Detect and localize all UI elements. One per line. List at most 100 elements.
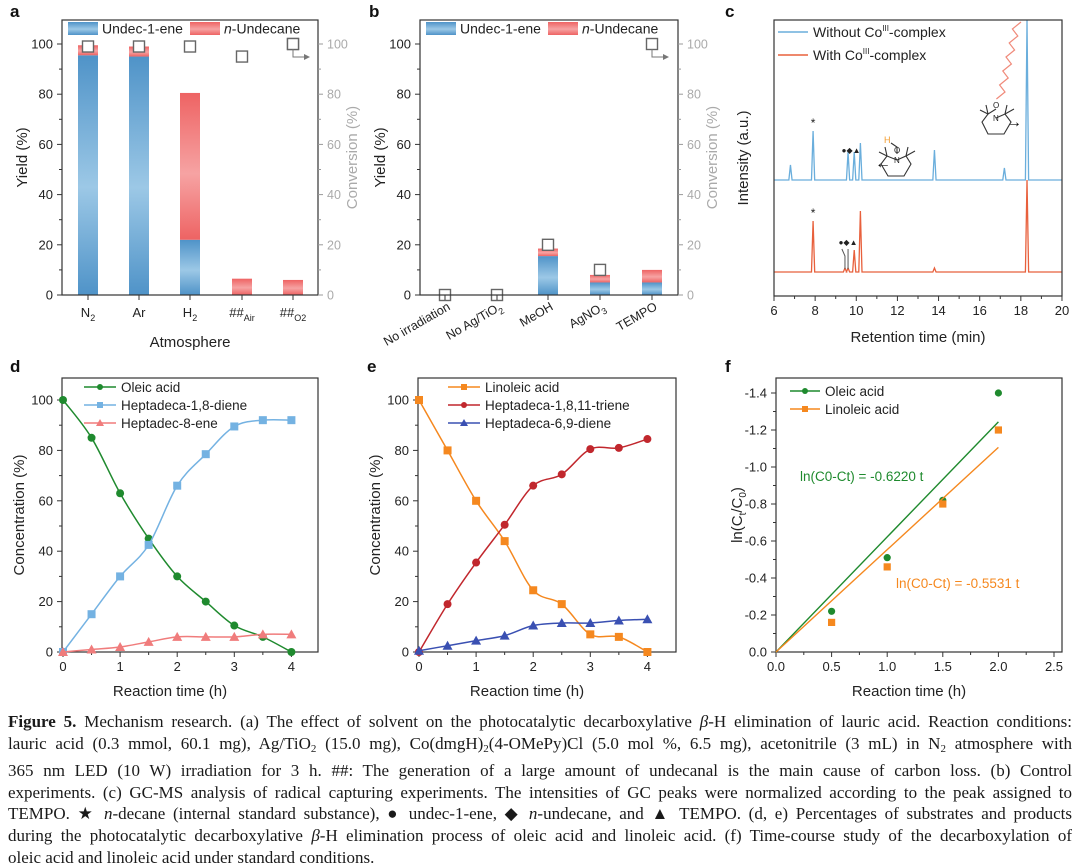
- caption-segment: 365 nm LED (10 W) irradiation for 3 h. #…: [8, 761, 1072, 781]
- text-part: Without Co: [813, 24, 882, 40]
- legend-label: Heptadeca-1,8-diene: [121, 398, 247, 413]
- bar-n-undecane: [232, 278, 252, 295]
- caption-segment: oleic acid and linoleic acid under stand…: [8, 847, 375, 867]
- data-point-triangle: [442, 640, 453, 650]
- x-tick-label: 20: [1055, 303, 1069, 318]
- data-point-square: [461, 384, 467, 390]
- y-axis-title: Conversion (%): [704, 106, 721, 209]
- x-tick-label: 10: [849, 303, 863, 318]
- y2-tick-label: 80: [687, 88, 701, 102]
- x-tick-label: 1.5: [934, 659, 952, 674]
- panel-label: a: [10, 2, 20, 21]
- caption-line: TEMPO. ★ n-decane (internal standard sub…: [8, 803, 1072, 825]
- plot-frame: [775, 377, 1063, 653]
- text-part: ln(C: [729, 515, 746, 543]
- text-part: Ar: [133, 305, 147, 320]
- x-axis-title: Reaction time (h): [470, 683, 584, 700]
- x-tick-label: 4: [288, 659, 295, 674]
- data-point-circle: [802, 388, 808, 394]
- data-point-triangle: [528, 620, 539, 630]
- data-point-square: [443, 446, 452, 455]
- panel-a-bar-chart: N2 Ar H2 ##Air ##O2020406080100020406080100U…: [14, 19, 361, 351]
- bar-n-undecane: [590, 274, 610, 283]
- star-marker-n-decane: *: [811, 116, 816, 130]
- data-point-square: [230, 422, 239, 431]
- legend-label: Heptadeca-6,9-diene: [485, 416, 611, 431]
- linear-fit-line: [775, 421, 999, 653]
- y-tick-label: 0: [404, 288, 411, 303]
- y2-tick-label: 40: [327, 188, 341, 202]
- caption-segment: -H elimination process of oleic acid and…: [319, 825, 1072, 845]
- y-tick-label: 0: [402, 645, 409, 660]
- data-point-triangle: [471, 635, 482, 645]
- panel-label: c: [725, 2, 734, 21]
- superscript: III: [863, 47, 870, 56]
- y-tick-label: 100: [31, 393, 53, 408]
- x-tick-label: 1: [116, 659, 123, 674]
- legend-label: n-Undecane: [224, 21, 301, 37]
- bar-undec-1-ene: [642, 282, 662, 295]
- y-tick-label: 20: [39, 594, 53, 609]
- data-point-square: [586, 630, 595, 639]
- y2-tick-label: 80: [327, 88, 341, 102]
- text-part: ##: [229, 305, 244, 320]
- caption-segment: during the photocatalytic decarboxylativ…: [8, 825, 312, 845]
- fit-curve: [62, 399, 292, 653]
- caption-segment: β: [311, 825, 320, 845]
- x-tick-label: 12: [890, 303, 904, 318]
- y-tick-label: 100: [387, 393, 409, 408]
- data-point-square: [415, 396, 423, 404]
- category-subscript: 3: [600, 306, 609, 317]
- caption-segment: Figure 5.: [8, 712, 77, 731]
- panel-c-gc-chart: 6 8 10 12 14 16 18 20 Intensity (a.u.) Retention …: [735, 19, 1069, 346]
- data-point-square: [87, 610, 96, 619]
- caption-segment: n: [528, 804, 538, 824]
- caption-segment: 2: [940, 742, 946, 755]
- data-point-triangle: [613, 615, 624, 625]
- y-tick-label: 40: [39, 187, 53, 202]
- atom-label-o: O: [894, 146, 900, 155]
- fit-equation: ln(C0-Ct) = -0.5531 t: [896, 576, 1020, 591]
- panel-label: f: [725, 357, 731, 376]
- data-point-circle: [59, 396, 67, 404]
- y-tick-label: 80: [397, 87, 411, 102]
- category-subscript: 2: [90, 313, 95, 323]
- y-tick-label: 20: [395, 594, 409, 609]
- data-point-triangle: [143, 636, 154, 646]
- x-axis-title: Retention time (min): [850, 329, 985, 346]
- data-point-circle: [586, 445, 595, 454]
- data-point-square: [500, 537, 509, 546]
- y2-tick-label: 20: [327, 238, 341, 252]
- legend-label: Heptadec-8-ene: [121, 416, 218, 431]
- peak-bracket: [841, 248, 849, 269]
- panel-label: d: [10, 357, 20, 376]
- data-point-circle: [116, 489, 125, 498]
- y-tick-label: 100: [31, 37, 53, 52]
- gc-trace-with-co-complex: [774, 179, 1062, 273]
- data-point-triangle: [229, 631, 240, 641]
- x-axis-title: Atmosphere: [150, 334, 231, 351]
- arrow-right-icon: [651, 49, 666, 58]
- x-tick-label: 14: [931, 303, 945, 318]
- atom-label-o: O: [993, 101, 999, 110]
- caption-segment: 2: [483, 742, 489, 755]
- text-part: MeOH: [517, 299, 555, 329]
- category-subscript: 2: [497, 306, 506, 317]
- conversion-marker: [132, 40, 146, 53]
- legend-label: Oleic acid: [121, 380, 180, 395]
- bar-n-undecane: [180, 92, 200, 240]
- x-tick-label: 2: [530, 659, 537, 674]
- data-point-square: [994, 426, 1002, 434]
- y2-tick-label: 100: [687, 38, 708, 52]
- y-axis-title: Conversion (%): [344, 106, 361, 209]
- alkyl-chain: [996, 21, 1022, 100]
- caption-segment: (15.0 mg), Co(dmgH): [316, 733, 484, 753]
- figure-5-panels: aN2 Ar H2 ##Air ##O2020406080100020406080100…: [10, 2, 1069, 700]
- y-axis-title: Concentration (%): [367, 455, 384, 576]
- caption-segment: n: [103, 804, 113, 824]
- y-tick-label: 100: [389, 37, 411, 52]
- legend-label: Heptadeca-1,8,11-triene: [485, 398, 630, 413]
- bar-undec-1-ene: [590, 282, 610, 295]
- caption-segment: -decane (internal standard substance), ●…: [112, 804, 529, 824]
- x-tick-label: 1.0: [878, 659, 896, 674]
